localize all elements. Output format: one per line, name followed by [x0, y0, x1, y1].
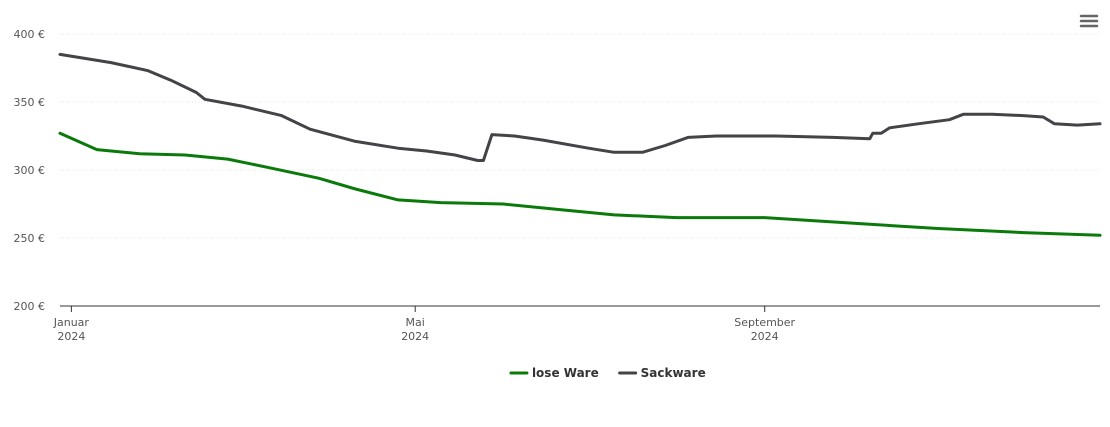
series-line-lose-ware[interactable]	[58, 131, 1102, 237]
x-tick-year-label: 2024	[401, 330, 429, 343]
x-tick-month-label: Januar	[53, 316, 90, 329]
legend-label: Sackware	[641, 366, 706, 380]
y-axis-labels: 200 € 250 € 300 € 350 € 400 €	[14, 28, 46, 313]
y-tick-label: 350 €	[14, 96, 46, 109]
grid-layer	[60, 33, 1100, 239]
series-line-sackware[interactable]	[58, 52, 1102, 162]
y-tick-label: 250 €	[14, 232, 46, 245]
y-tick-label: 200 €	[14, 300, 46, 313]
x-tick-month-label: September	[734, 316, 795, 329]
legend-item-lose-ware[interactable]: lose Ware	[509, 366, 599, 380]
x-tick-month-label: Mai	[406, 316, 425, 329]
hamburger-menu-icon[interactable]	[1077, 11, 1101, 33]
legend-item-sackware[interactable]: Sackware	[618, 366, 706, 380]
y-tick-label: 300 €	[14, 164, 46, 177]
x-tick-year-label: 2024	[751, 330, 779, 343]
y-tick-label: 400 €	[14, 28, 46, 41]
x-tick-year-label: 2024	[57, 330, 85, 343]
legend: lose Ware Sackware	[509, 366, 706, 380]
legend-label: lose Ware	[532, 366, 599, 380]
series-layer	[58, 52, 1102, 237]
